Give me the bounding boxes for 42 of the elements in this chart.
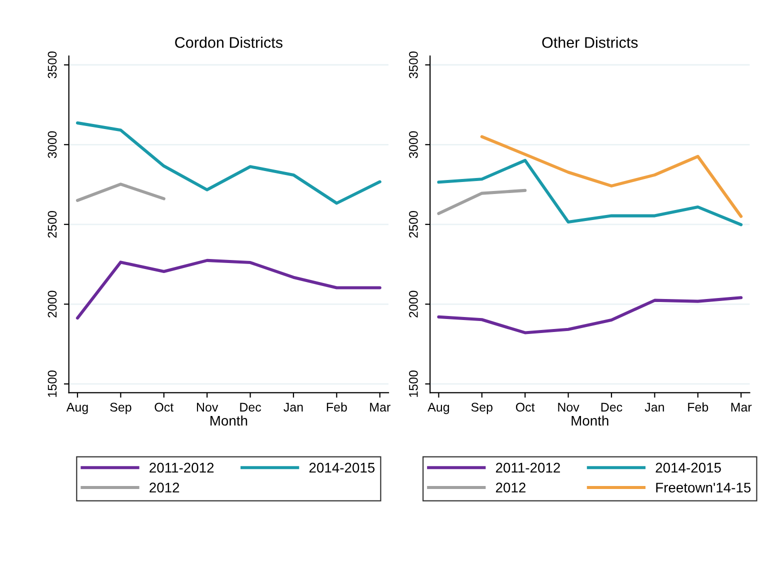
x-tick-label: Mar bbox=[731, 402, 752, 412]
x-tick-label: Nov bbox=[196, 402, 218, 412]
line-series bbox=[76, 121, 382, 205]
line-series bbox=[76, 258, 382, 320]
y-tick-label: 2000 bbox=[409, 290, 418, 318]
y-tick-label: 2000 bbox=[48, 290, 57, 318]
x-tick-label: Aug bbox=[66, 402, 88, 414]
legend-label: 2014-2015 bbox=[656, 462, 721, 473]
legend-label: 2011-2012 bbox=[496, 462, 560, 473]
y-tick-label: 2500 bbox=[409, 210, 418, 238]
chart-title: Cordon Districts bbox=[175, 36, 282, 48]
x-tick-label: Aug bbox=[428, 402, 450, 414]
x-axis-title: Month bbox=[210, 415, 248, 426]
x-tick-label: Dec bbox=[601, 402, 622, 412]
x-tick-label: Feb bbox=[326, 402, 347, 412]
x-tick-label: Nov bbox=[558, 402, 580, 412]
chart-title: Other Districts bbox=[542, 36, 638, 48]
line-series bbox=[437, 296, 743, 334]
y-tick-label: 2500 bbox=[48, 210, 57, 238]
x-tick-label: Dec bbox=[240, 402, 262, 412]
x-tick-label: Feb bbox=[688, 402, 708, 412]
x-tick-label: Mar bbox=[370, 402, 390, 412]
x-tick-label: Oct bbox=[154, 402, 174, 412]
line-series bbox=[437, 158, 743, 226]
x-tick-label: Sep bbox=[110, 402, 132, 414]
y-tick-label: 3000 bbox=[409, 131, 418, 158]
y-tick-label: 1500 bbox=[409, 370, 418, 397]
x-tick-label: Oct bbox=[516, 402, 535, 412]
legend-label: 2014-2015 bbox=[309, 462, 375, 473]
x-tick-label: Sep bbox=[471, 402, 492, 414]
legend-label: 2012 bbox=[496, 482, 526, 493]
legend-label: 2011-2012 bbox=[150, 462, 214, 473]
x-tick-label: Jan bbox=[644, 402, 664, 412]
legend-label: Freetown'14-15 bbox=[656, 482, 751, 493]
y-tick-label: 1500 bbox=[48, 370, 57, 397]
y-tick-label: 3500 bbox=[48, 51, 57, 78]
legend-label: 2012 bbox=[150, 482, 180, 493]
y-tick-label: 3000 bbox=[48, 131, 57, 158]
x-tick-label: Jan bbox=[284, 402, 303, 412]
y-tick-label: 3500 bbox=[409, 51, 418, 78]
x-axis-title: Month bbox=[572, 415, 608, 426]
line-series bbox=[480, 135, 743, 218]
